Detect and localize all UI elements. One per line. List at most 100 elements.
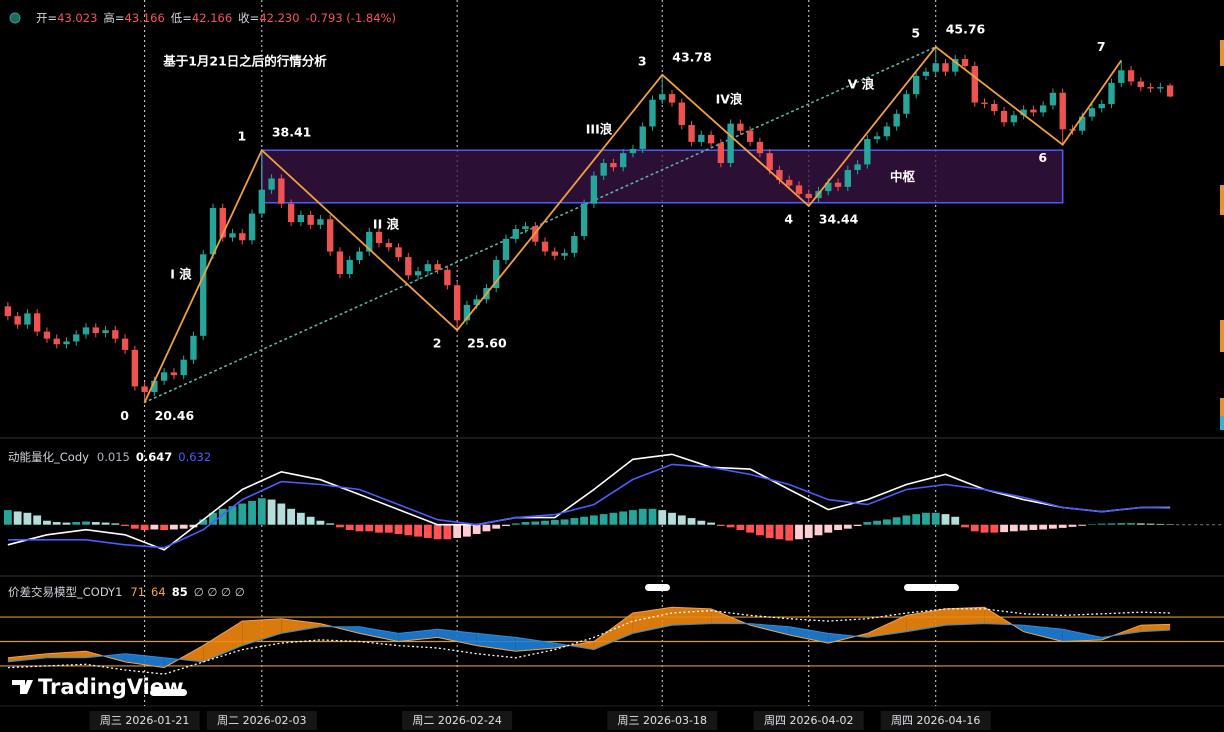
- candle-body: [805, 193, 812, 199]
- wave-value-label: 45.76: [946, 21, 986, 36]
- candle-body: [453, 285, 461, 321]
- histogram-bar: [3, 510, 12, 525]
- candle-body: [112, 330, 119, 339]
- histogram-bar: [668, 512, 676, 525]
- histogram-bar: [1049, 524, 1057, 529]
- histogram-bar: [296, 512, 305, 525]
- date-label-bg: [206, 711, 317, 730]
- candle-body: [1079, 116, 1086, 131]
- candle-body: [942, 63, 949, 72]
- indicator-value: 0.015: [97, 450, 130, 464]
- signal-line: [7, 608, 1171, 675]
- spread-fill: [178, 645, 204, 662]
- candle-body: [766, 153, 773, 171]
- histogram-bar: [892, 517, 901, 525]
- header-low-label: 低=: [171, 11, 192, 25]
- indicator-header: 价差交易模型_CODY1 71 64 85 ∅ ∅ ∅ ∅: [8, 585, 245, 599]
- spread-fill: [906, 608, 946, 632]
- histogram-bar: [580, 516, 589, 525]
- candle-body: [444, 269, 451, 286]
- histogram-bar: [560, 519, 569, 525]
- annotation: IV浪: [716, 92, 743, 107]
- histogram-bar: [375, 524, 383, 533]
- candle-body: [1088, 108, 1096, 117]
- spread-fill: [437, 629, 477, 646]
- candle-body: [512, 229, 519, 239]
- candle-body: [268, 178, 275, 190]
- candle-body: [1166, 85, 1174, 97]
- spread-fill: [398, 629, 438, 642]
- histogram-bar: [326, 523, 335, 525]
- histogram-bar: [1146, 523, 1155, 525]
- histogram-bar: [150, 524, 159, 530]
- histogram-bar: [814, 524, 823, 536]
- histogram-bar: [404, 524, 413, 536]
- histogram-bar: [1058, 524, 1067, 528]
- spread-fill: [593, 613, 633, 650]
- x-tick-label: 周四 2026-04-16: [891, 714, 980, 727]
- histogram-bar: [355, 524, 364, 532]
- histogram-bar: [33, 515, 42, 525]
- histogram-bar: [599, 514, 608, 525]
- histogram-bar: [619, 511, 628, 525]
- histogram-bar: [746, 524, 755, 533]
- wave-number: 4: [784, 211, 793, 226]
- candle-body: [649, 99, 656, 127]
- histogram-bar: [1088, 524, 1096, 525]
- candle-body: [317, 219, 324, 225]
- candle-body: [746, 130, 754, 142]
- candle-body: [385, 243, 392, 248]
- candle-body: [92, 327, 99, 334]
- wave-number: 1: [237, 129, 246, 144]
- histogram-bar: [629, 510, 637, 525]
- candle-body: [1030, 109, 1037, 113]
- candle-body: [1010, 115, 1018, 123]
- slow-line: [7, 623, 1171, 663]
- indicator-value: 71: [130, 585, 145, 599]
- edge-marker: [1220, 185, 1224, 215]
- candle-body: [53, 338, 60, 345]
- header-close-label: 收=: [238, 11, 259, 25]
- candle-body: [248, 213, 256, 241]
- header-high-label: 高=: [103, 11, 124, 25]
- histogram-bar: [824, 524, 833, 533]
- histogram-bar: [1078, 524, 1087, 526]
- trendline: [143, 46, 937, 404]
- spread-fill: [7, 653, 47, 662]
- histogram-bar: [804, 524, 813, 538]
- candle-body: [73, 334, 80, 342]
- candle-body: [200, 254, 207, 336]
- histogram-bar: [511, 523, 520, 525]
- histogram-bar: [589, 515, 598, 525]
- histogram-bar: [697, 520, 706, 525]
- candle-body: [424, 264, 432, 272]
- histogram-bar: [121, 524, 129, 527]
- histogram-bar: [980, 524, 989, 533]
- candle-body: [405, 257, 412, 276]
- header-open-label: 开=: [36, 11, 57, 25]
- candle-body: [610, 162, 617, 168]
- histogram-bar: [570, 518, 579, 525]
- edge-marker: [1220, 320, 1224, 352]
- histogram-bar: [111, 523, 120, 525]
- histogram-bar: [52, 522, 61, 525]
- spread-fill: [945, 607, 985, 626]
- candle-body: [795, 185, 803, 194]
- histogram-bar: [785, 524, 794, 541]
- histogram-bar: [1068, 524, 1077, 527]
- histogram-bar: [931, 512, 940, 525]
- watermark: TradingView: [38, 675, 183, 699]
- histogram-bar: [970, 524, 979, 532]
- annotation: III浪: [586, 122, 613, 137]
- spread-fill: [1140, 624, 1171, 632]
- histogram-bar: [1000, 524, 1008, 533]
- candle-body: [961, 59, 969, 67]
- header-close: 42.230: [259, 11, 299, 25]
- histogram-bar: [726, 524, 735, 528]
- candle-body: [1059, 92, 1066, 130]
- wave-number: 7: [1097, 39, 1106, 54]
- spread-fill: [46, 651, 86, 658]
- x-tick-label: 周三 2026-01-21: [100, 714, 189, 727]
- histogram-bar: [62, 522, 71, 525]
- histogram-bar: [13, 511, 22, 525]
